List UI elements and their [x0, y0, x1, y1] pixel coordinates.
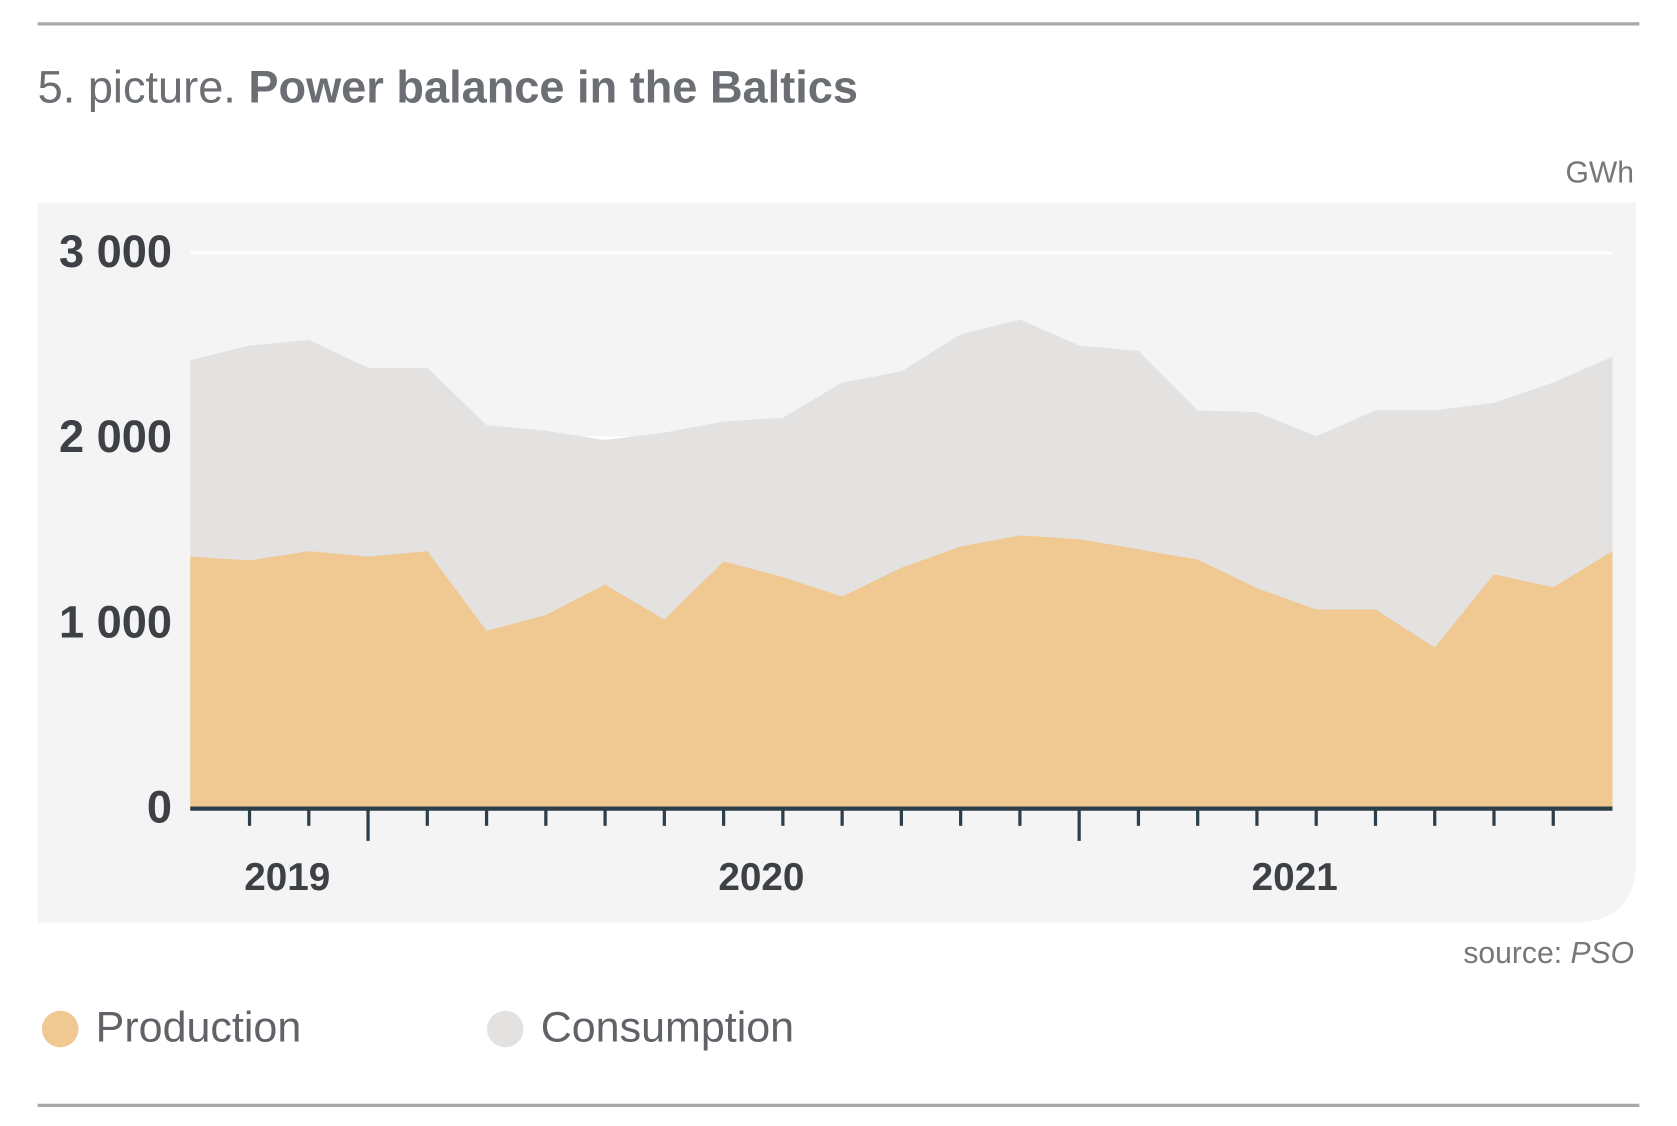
y-tick-label: 3 000 [59, 226, 172, 277]
legend-label: Consumption [541, 1003, 794, 1051]
title-main: Power balance in the Baltics [248, 61, 858, 112]
y-tick-label: 2 000 [59, 411, 172, 462]
x-tick-label: 2021 [1252, 856, 1338, 899]
legend-swatch [41, 1010, 79, 1048]
chart-title: 5. picture. Power balance in the Baltics [38, 61, 858, 112]
legend-label: Production [96, 1003, 302, 1051]
y-tick-label: 1 000 [59, 596, 172, 647]
source-name: PSO [1570, 937, 1634, 970]
x-tick-label: 2020 [718, 856, 804, 899]
x-tick-label: 2019 [244, 856, 330, 899]
source-label: source: [1463, 937, 1562, 970]
area [190, 535, 1613, 809]
title-prefix: 5. picture. [38, 61, 236, 112]
y-tick-label: 0 [147, 782, 172, 833]
source-note: source: PSO [1463, 937, 1634, 970]
legend-swatch [486, 1010, 524, 1048]
unit-label: GWh [1565, 156, 1634, 189]
